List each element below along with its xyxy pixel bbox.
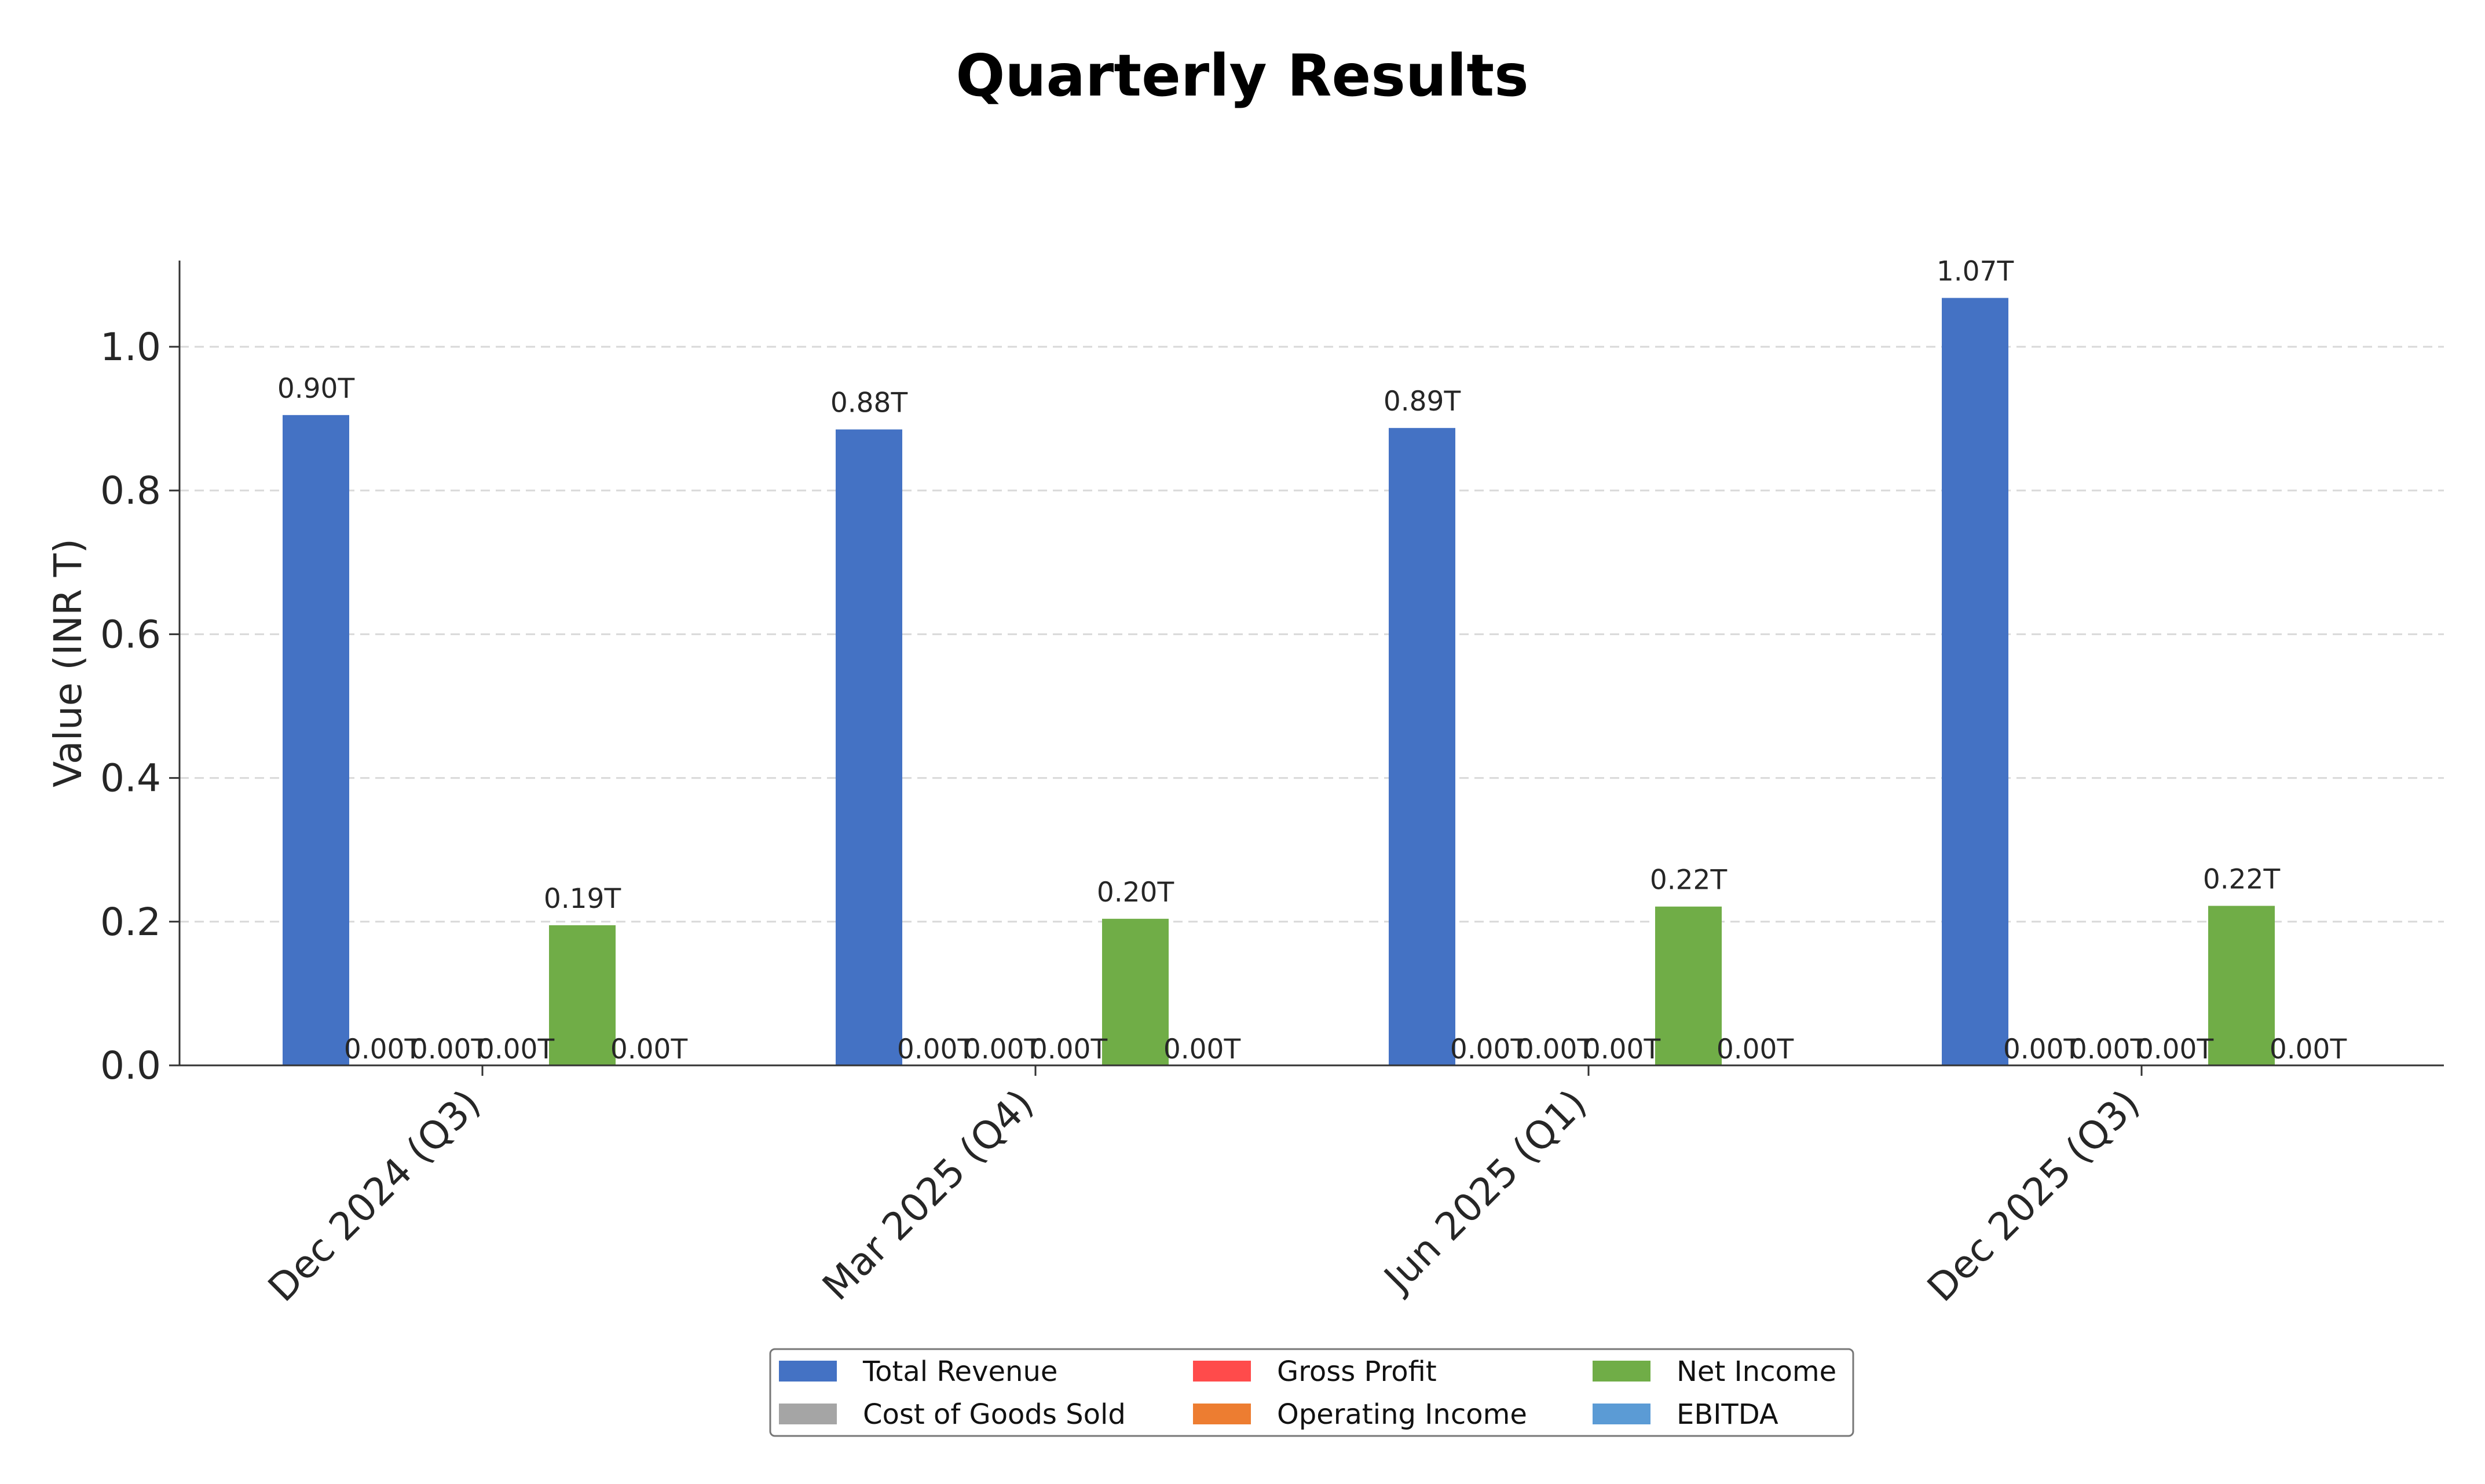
data-labels: 0.90T0.00T0.00T0.00T0.19T0.00T0.88T0.00T… (277, 256, 2347, 1065)
data-label: 0.00T (1717, 1034, 1794, 1065)
y-tick-label: 0.4 (100, 756, 161, 801)
bar (836, 429, 902, 1065)
y-tick-label: 0.6 (100, 612, 161, 657)
y-tick-label: 0.8 (100, 468, 161, 513)
data-label: 0.00T (411, 1034, 488, 1065)
legend-label: Total Revenue (862, 1355, 1057, 1388)
bar (549, 925, 616, 1065)
x-tick-label: Dec 2024 (Q3) (259, 1081, 489, 1310)
data-label: 0.00T (1163, 1034, 1241, 1065)
data-label: 0.00T (1030, 1034, 1108, 1065)
y-tick-label: 0.0 (100, 1043, 161, 1088)
legend-swatch (1193, 1361, 1251, 1382)
bar (1102, 918, 1169, 1065)
data-label: 0.00T (1583, 1034, 1661, 1065)
data-label: 0.19T (544, 883, 621, 915)
legend-label: Operating Income (1277, 1398, 1527, 1431)
data-label: 0.00T (610, 1034, 688, 1065)
data-label: 0.00T (1517, 1034, 1594, 1065)
data-label: 0.20T (1097, 877, 1174, 908)
data-label: 0.22T (1650, 864, 1728, 896)
y-tick-label: 1.0 (100, 325, 161, 369)
legend-swatch (1593, 1404, 1650, 1424)
grid-lines (180, 346, 2444, 923)
legend-swatch (1593, 1361, 1650, 1382)
legend-swatch (779, 1361, 837, 1382)
y-tick-label: 0.2 (100, 900, 161, 944)
data-label: 0.00T (344, 1034, 422, 1065)
bar (1942, 298, 2008, 1066)
legend-label: Net Income (1677, 1355, 1836, 1388)
data-label: 0.00T (2003, 1034, 2081, 1065)
y-axis-label: Value (INR T) (46, 538, 90, 787)
legend: Total Revenue Cost of Goods Sold Gross Pro… (769, 1348, 1854, 1437)
bar (2208, 906, 2275, 1065)
data-label: 0.22T (2203, 863, 2281, 895)
bar (1655, 906, 1722, 1065)
data-label: 0.00T (477, 1034, 555, 1065)
data-label: 0.00T (2136, 1034, 2214, 1065)
x-tick-label: Jun 2025 (Q1) (1374, 1081, 1595, 1302)
data-label: 0.89T (1384, 386, 1461, 417)
bar (1389, 428, 1455, 1065)
data-label: 0.00T (2270, 1034, 2347, 1065)
legend-swatch (1193, 1404, 1251, 1424)
bar (283, 415, 349, 1066)
data-label: 0.88T (830, 387, 908, 419)
legend-label: EBITDA (1677, 1398, 1778, 1431)
data-label: 1.07T (1937, 256, 2014, 288)
data-label: 0.00T (897, 1034, 975, 1065)
x-tick-label: Mar 2025 (Q4) (814, 1081, 1042, 1309)
axes: 0.0 0.2 0.4 0.6 0.8 1.0 Dec 2024 (Q3) Mar 2025 … (100, 261, 2444, 1310)
legend-swatch (779, 1404, 837, 1424)
chart-title: Quarterly Results (956, 42, 1528, 109)
data-label: 0.00T (964, 1034, 1041, 1065)
legend-label: Gross Profit (1277, 1355, 1437, 1388)
x-tick-label: Dec 2025 (Q3) (1919, 1081, 2148, 1310)
data-label: 0.00T (2070, 1034, 2147, 1065)
data-label: 0.00T (1450, 1034, 1528, 1065)
data-label: 0.90T (277, 373, 355, 405)
legend-label: Cost of Goods Sold (863, 1398, 1126, 1431)
legend-box (769, 1348, 1854, 1437)
bars (283, 298, 2275, 1066)
